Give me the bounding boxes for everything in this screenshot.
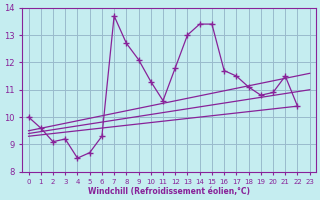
X-axis label: Windchill (Refroidissement éolien,°C): Windchill (Refroidissement éolien,°C)	[88, 187, 250, 196]
